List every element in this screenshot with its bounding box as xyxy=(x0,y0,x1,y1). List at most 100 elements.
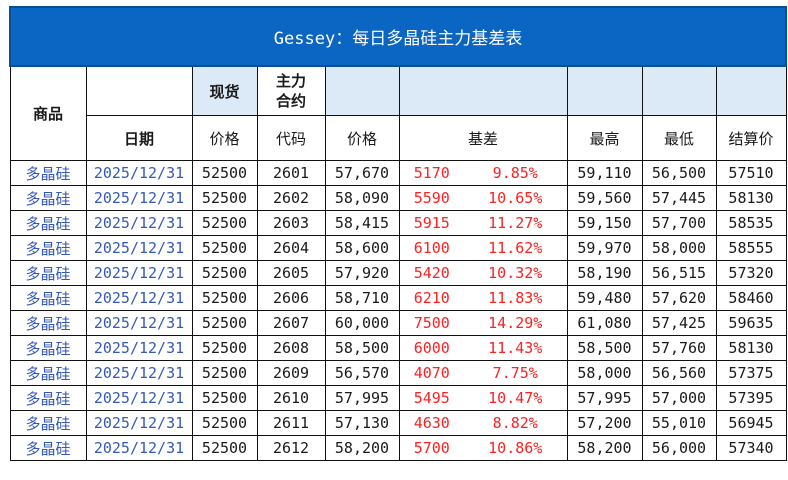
cell-basis-pct: 10.47% xyxy=(464,385,568,411)
header-blank-price-top xyxy=(324,65,400,116)
cell-contract-code: 2601 xyxy=(256,160,326,186)
cell-basis-pct: 10.32% xyxy=(464,260,568,286)
table-row: 多晶硅 2025/12/31 52500 2604 58,600 6100 11.62% 59… xyxy=(9,235,787,261)
header-futures-price: 价格 xyxy=(324,115,400,161)
header-date: 日期 xyxy=(85,115,193,161)
cell-date: 2025/12/31 xyxy=(85,385,193,411)
cell-high: 57,200 xyxy=(566,410,643,436)
cell-date: 2025/12/31 xyxy=(85,410,193,436)
cell-settle: 58555 xyxy=(715,235,787,261)
cell-settle: 59635 xyxy=(715,310,787,336)
cell-contract-code: 2602 xyxy=(256,185,326,211)
header-settle: 结算价 xyxy=(715,115,787,161)
cell-basis: 6100 xyxy=(398,235,464,261)
cell-basis-pct: 11.43% xyxy=(464,335,568,361)
cell-contract-code: 2612 xyxy=(256,435,326,461)
header-spot-price: 价格 xyxy=(191,115,258,161)
cell-settle: 58535 xyxy=(715,210,787,236)
cell-date: 2025/12/31 xyxy=(85,285,193,311)
cell-spot-price: 52500 xyxy=(191,160,258,186)
cell-contract-code: 2607 xyxy=(256,310,326,336)
cell-low: 57,000 xyxy=(641,385,717,411)
cell-date: 2025/12/31 xyxy=(85,310,193,336)
header-code: 代码 xyxy=(256,115,326,161)
cell-high: 59,480 xyxy=(566,285,643,311)
cell-high: 58,500 xyxy=(566,335,643,361)
cell-spot-price: 52500 xyxy=(191,435,258,461)
cell-low: 58,000 xyxy=(641,235,717,261)
table-row: 多晶硅 2025/12/31 52500 2601 57,670 5170 9.85% 59,… xyxy=(9,160,787,186)
cell-basis: 6000 xyxy=(398,335,464,361)
cell-product: 多晶硅 xyxy=(9,310,87,336)
cell-spot-price: 52500 xyxy=(191,385,258,411)
cell-product: 多晶硅 xyxy=(9,235,87,261)
cell-contract-code: 2606 xyxy=(256,285,326,311)
cell-futures-price: 57,995 xyxy=(324,385,400,411)
cell-spot-price: 52500 xyxy=(191,360,258,386)
cell-contract-code: 2603 xyxy=(256,210,326,236)
cell-date: 2025/12/31 xyxy=(85,435,193,461)
header-low: 最低 xyxy=(641,115,717,161)
cell-low: 56,560 xyxy=(641,360,717,386)
table-row: 多晶硅 2025/12/31 52500 2606 58,710 6210 11.83% 59… xyxy=(9,285,787,311)
cell-basis-pct: 9.85% xyxy=(464,160,568,186)
cell-spot-price: 52500 xyxy=(191,260,258,286)
cell-settle: 57395 xyxy=(715,385,787,411)
cell-product: 多晶硅 xyxy=(9,185,87,211)
cell-contract-code: 2608 xyxy=(256,335,326,361)
cell-futures-price: 60,000 xyxy=(324,310,400,336)
cell-product: 多晶硅 xyxy=(9,410,87,436)
cell-low: 56,515 xyxy=(641,260,717,286)
header-blank-date-top xyxy=(85,65,193,116)
cell-contract-code: 2604 xyxy=(256,235,326,261)
cell-basis-pct: 7.75% xyxy=(464,360,568,386)
header-blank-high-top xyxy=(566,65,643,116)
cell-product: 多晶硅 xyxy=(9,335,87,361)
cell-futures-price: 57,920 xyxy=(324,260,400,286)
header-blank-settle-top xyxy=(715,65,787,116)
table-row: 多晶硅 2025/12/31 52500 2607 60,000 7500 14.29% 61… xyxy=(9,310,787,336)
cell-low: 57,760 xyxy=(641,335,717,361)
cell-low: 56,000 xyxy=(641,435,717,461)
cell-futures-price: 58,600 xyxy=(324,235,400,261)
cell-settle: 57340 xyxy=(715,435,787,461)
cell-contract-code: 2610 xyxy=(256,385,326,411)
cell-futures-price: 58,415 xyxy=(324,210,400,236)
cell-basis-pct: 11.27% xyxy=(464,210,568,236)
cell-basis: 4630 xyxy=(398,410,464,436)
cell-futures-price: 58,200 xyxy=(324,435,400,461)
header-main-contract: 主力合约 xyxy=(256,65,326,116)
cell-settle: 56945 xyxy=(715,410,787,436)
cell-spot-price: 52500 xyxy=(191,235,258,261)
cell-settle: 57375 xyxy=(715,360,787,386)
cell-date: 2025/12/31 xyxy=(85,335,193,361)
cell-product: 多晶硅 xyxy=(9,285,87,311)
cell-high: 58,190 xyxy=(566,260,643,286)
cell-settle: 58130 xyxy=(715,335,787,361)
cell-basis-pct: 14.29% xyxy=(464,310,568,336)
cell-contract-code: 2611 xyxy=(256,410,326,436)
cell-basis: 5170 xyxy=(398,160,464,186)
cell-basis-pct: 10.65% xyxy=(464,185,568,211)
cell-basis: 7500 xyxy=(398,310,464,336)
table-row: 多晶硅 2025/12/31 52500 2608 58,500 6000 11.43% 58… xyxy=(9,335,787,361)
basis-table: Gessey：每日多晶硅主力基差表 商品 现货 主力合约 日期 价格 代码 价格… xyxy=(9,6,787,461)
cell-basis-pct: 11.62% xyxy=(464,235,568,261)
cell-spot-price: 52500 xyxy=(191,285,258,311)
header-product: 商品 xyxy=(9,65,87,161)
cell-futures-price: 57,670 xyxy=(324,160,400,186)
cell-product: 多晶硅 xyxy=(9,260,87,286)
cell-contract-code: 2609 xyxy=(256,360,326,386)
cell-high: 59,970 xyxy=(566,235,643,261)
cell-high: 59,110 xyxy=(566,160,643,186)
cell-basis-pct: 8.82% xyxy=(464,410,568,436)
cell-low: 57,425 xyxy=(641,310,717,336)
cell-high: 59,150 xyxy=(566,210,643,236)
cell-futures-price: 58,710 xyxy=(324,285,400,311)
cell-settle: 58460 xyxy=(715,285,787,311)
cell-basis-pct: 10.86% xyxy=(464,435,568,461)
cell-high: 58,200 xyxy=(566,435,643,461)
cell-high: 59,560 xyxy=(566,185,643,211)
header-main-contract-text: 主力合约 xyxy=(275,72,306,110)
cell-futures-price: 58,090 xyxy=(324,185,400,211)
